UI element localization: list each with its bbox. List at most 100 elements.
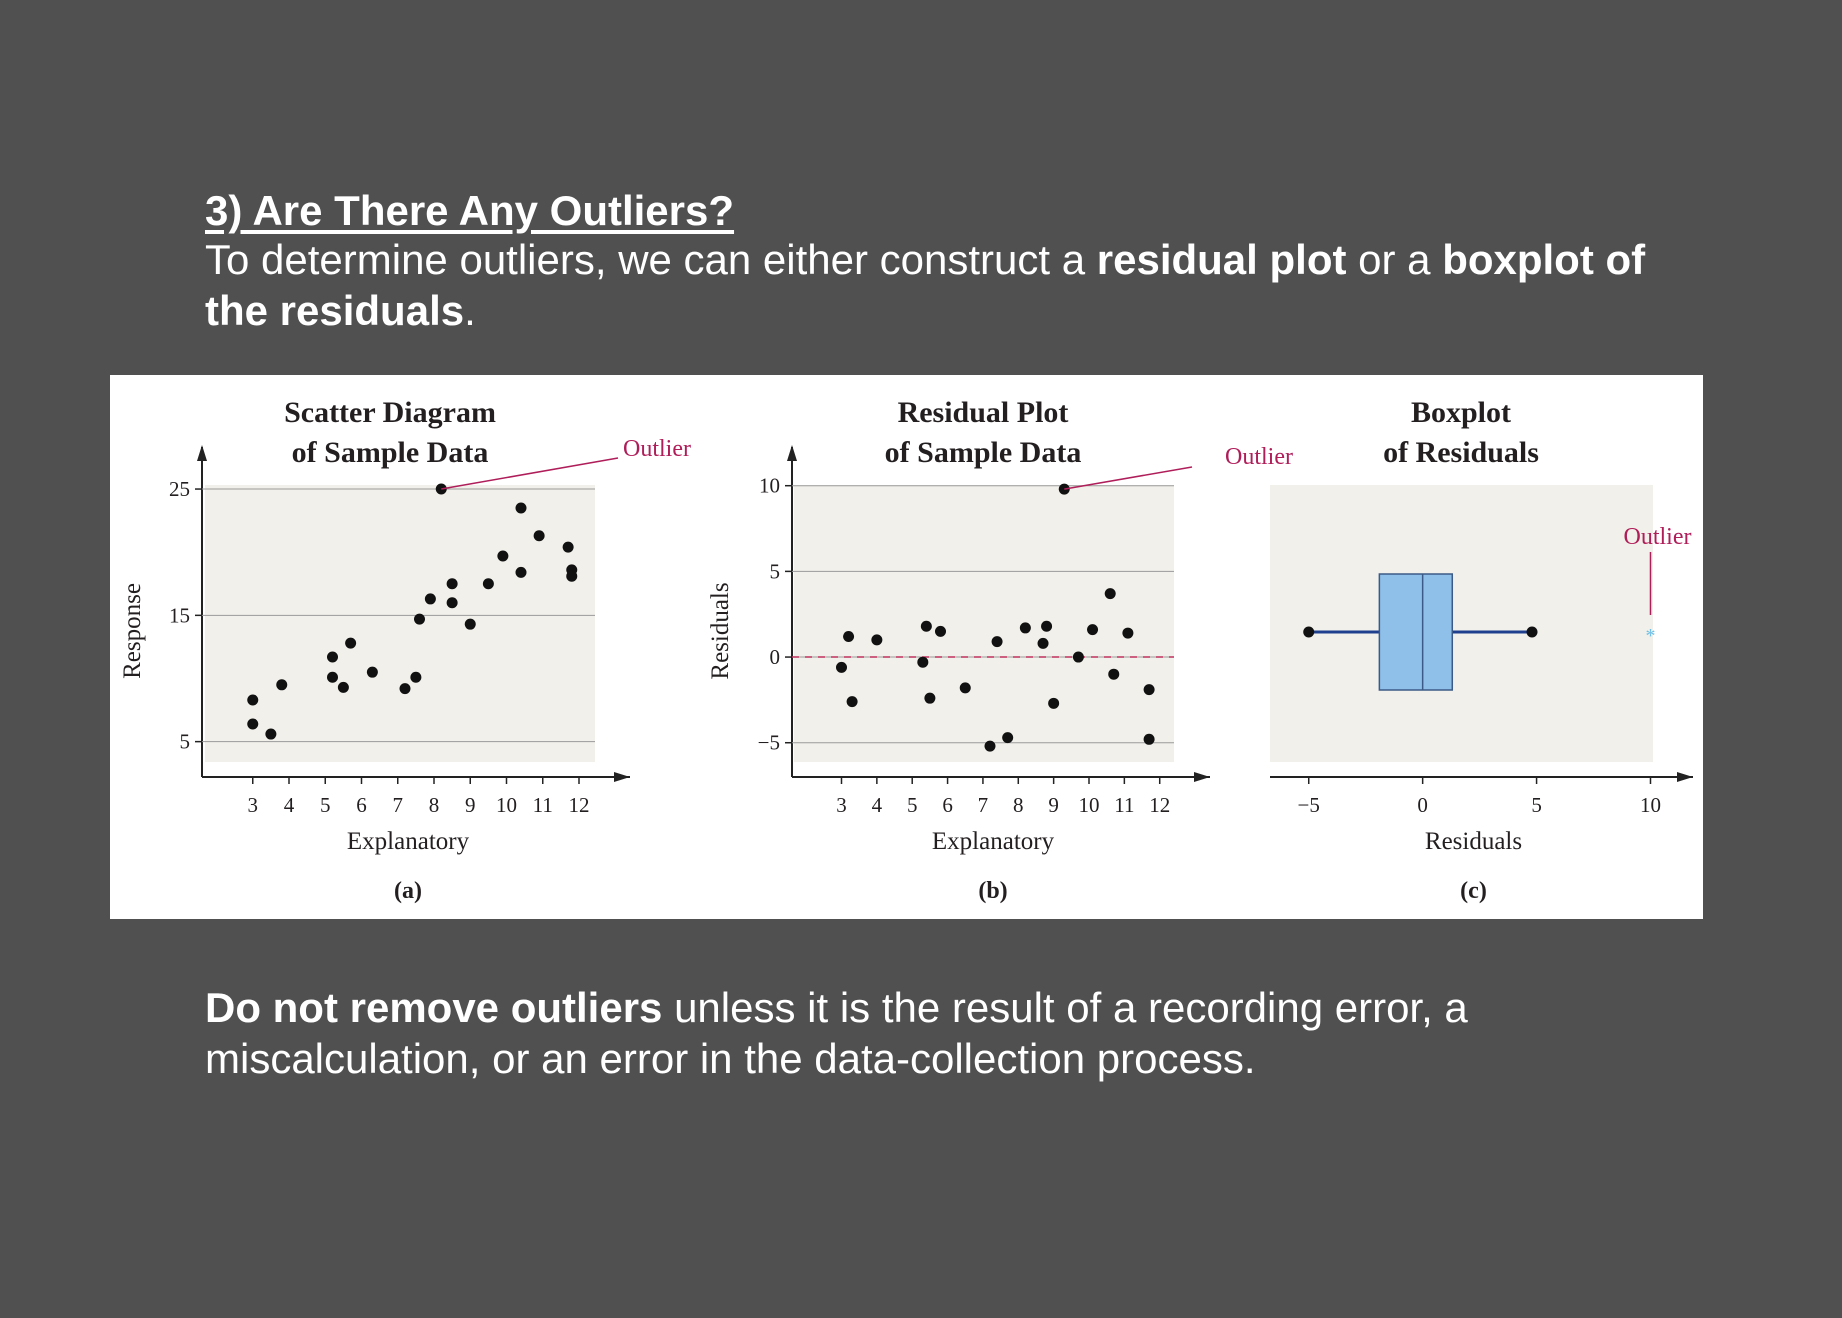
panel-2-data-point [846,696,858,708]
panel-2-data-point [959,682,971,694]
panel-1-x-tick-label: 8 [429,793,440,817]
panel-2-x-tick-label: 9 [1048,793,1059,817]
panel-2-data-point [843,630,855,642]
panel-2-x-tick-label: 11 [1114,793,1134,817]
panel-2-data-point [1041,620,1053,632]
panel-2-data-point [1108,668,1120,680]
panel-1-x-tick-label: 7 [393,793,404,817]
panel-3-x-tick-label: 5 [1531,793,1542,817]
intro-text-2: or a [1346,236,1443,283]
figure-panel: Scatter Diagram of Sample Data 3 4 5 6 7 8 9 10 11… [110,375,1703,919]
panel-2-y-label: Residuals [707,582,734,679]
panel-3-title-line: of Residuals [1383,436,1539,469]
panel-2-x-tick-label: 10 [1079,793,1100,817]
panel-1-data-point [533,530,545,542]
slide-heading: 3) Are There Any Outliers? [205,187,735,234]
panel-2-data-point [1143,733,1155,745]
panel-1-outlier-label: Outlier [623,436,691,462]
panel-1-data-point [446,597,458,609]
panel-2-x-tick-label: 4 [872,793,883,817]
panel-2-data-point [1072,651,1084,663]
panel-2-data-point [1087,624,1099,636]
panel-2-x-tick-label: 7 [978,793,989,817]
panel-1-data-point [247,694,259,706]
panel-1-data-point [345,637,357,649]
panel-2-y-axis-arrow [787,445,797,461]
box-max-marker [1526,626,1538,638]
box-min-marker [1303,626,1315,638]
panel-2-y-tick-label: 10 [759,474,780,498]
panel-2-x-tick-label: 6 [942,793,953,817]
panel-1-x-tick-label: 3 [248,793,259,817]
panel-1-data-point [265,728,277,740]
panel-2-data-point [935,625,946,637]
panel-2-data-point [1019,622,1031,634]
panel-1-x-tick-label: 10 [496,793,517,817]
panel-2-data-point [917,656,929,668]
panel-2-title-line: of Sample Data [885,436,1082,469]
box-iqr [1378,573,1454,691]
panel-1-plot-area [205,485,595,762]
panel-2-panel-id: (b) [978,878,1007,904]
panel-2-y-tick-label: 5 [770,559,781,583]
footer-text: unless it is the result of a recording e… [205,984,1468,1082]
panel-2-data-point [920,620,932,632]
panel-1-x-label: Explanatory [347,828,470,855]
panel-3-x-axis-arrow [1677,772,1693,782]
panel-2-data-point [836,661,847,673]
panel-2-plot-area [794,485,1174,762]
panel-2-data-point [984,740,996,752]
panel-1-data-point [327,651,338,663]
panel-1-y-tick-label: 15 [169,603,190,627]
panel-2-x-tick-label: 12 [1149,793,1170,817]
panel-1-data-point [446,578,458,590]
panel-2-data-point [871,634,883,646]
panel-1-data-point [424,593,436,605]
panel-1-data-point [410,671,422,683]
panel-2-data-point [1143,684,1155,696]
panel-1-x-tick-label: 12 [569,793,590,817]
panel-1-x-tick-label: 9 [465,793,476,817]
footer-note: Do not remove outliers unless it is the … [205,982,1685,1084]
panel-3-plot-area [1270,485,1653,762]
intro-bold-boxplot: boxplot of the residuals [205,236,1646,334]
panel-1-data-point [276,679,288,691]
panel-1-data-point [414,613,425,625]
panel-3-x-label: Residuals [1425,828,1522,855]
panel-1-data-point [337,681,349,693]
panel-1-data-point [327,671,338,683]
intro-paragraph: To determine outliers, we can either con… [205,234,1685,336]
panel-2-data-point [991,636,1003,648]
panel-2-outlier-label: Outlier [1225,444,1293,470]
panel-1-data-point [515,566,527,578]
panel-2-title-line: Residual Plot [898,396,1069,429]
panel-2-x-tick-label: 3 [836,793,847,817]
panel-3-panel-id: (c) [1460,878,1487,904]
panel-2-y-tick-label: −5 [758,731,780,755]
panel-1-x-tick-label: 4 [284,793,295,817]
panel-1-data-point [566,570,578,582]
panel-2-data-point [1002,732,1014,744]
panel-3-title-line: Boxplot [1411,396,1511,429]
panel-1-outlier-leader [441,457,619,490]
panel-2-outlier-leader [1064,466,1193,490]
box-outlier-label: Outlier [1624,524,1692,550]
panel-1-data-point [399,683,411,695]
panel-1-title-line: of Sample Data [292,436,489,469]
panel-2-x-label: Explanatory [932,828,1055,855]
panel-1-y-tick-label: 25 [169,477,190,501]
panel-3-x-tick-label: 10 [1640,793,1661,817]
panel-3-x-tick-label: −5 [1298,793,1320,817]
panel-2-x-axis-arrow [1194,772,1210,782]
box-outlier-marker: * [1645,625,1655,647]
panel-1-x-tick-label: 11 [533,793,553,817]
panel-3-x-tick-label: 0 [1417,793,1428,817]
panel-2-x-tick-label: 5 [907,793,918,817]
intro-bold-residual-plot: residual plot [1096,236,1347,283]
panel-1-data-point [366,666,378,678]
panel-2-data-point [1104,588,1116,600]
panel-1-data-point [464,618,476,630]
intro-text-3: . [464,287,476,334]
panel-2-data-point [924,692,936,704]
